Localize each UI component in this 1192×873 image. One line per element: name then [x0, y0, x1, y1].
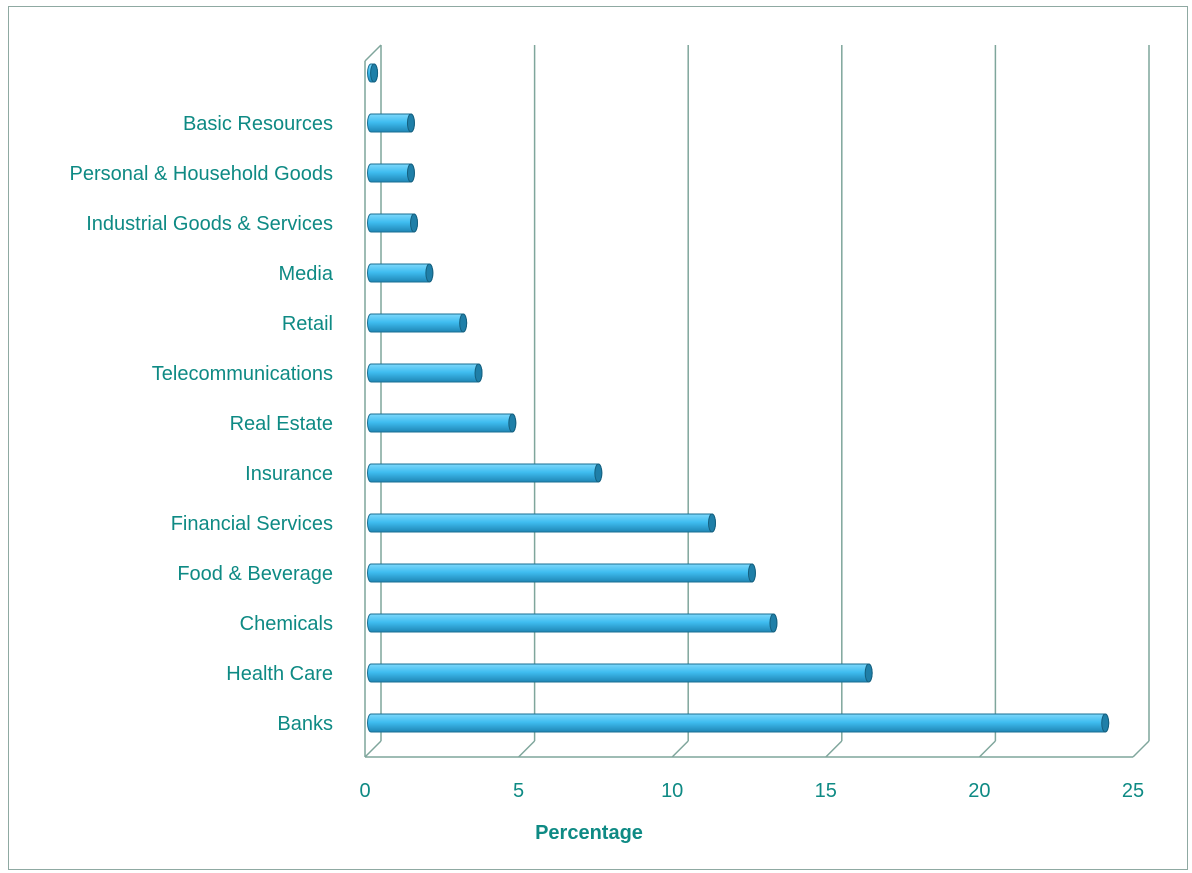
bar-body: [367, 563, 756, 583]
category-label: Food & Beverage: [177, 563, 333, 585]
bar-cap: [594, 463, 603, 483]
bar-body: [367, 313, 468, 333]
bar: [367, 263, 434, 283]
bar-cap: [406, 113, 415, 133]
x-tick-label: 15: [815, 780, 837, 802]
bar: [367, 163, 415, 183]
category-label: Telecommunications: [152, 363, 333, 385]
bar-cap: [406, 163, 415, 183]
bar-body: [367, 613, 778, 633]
category-label: Financial Services: [171, 513, 333, 535]
bar: [367, 413, 517, 433]
bar-cap: [707, 513, 716, 533]
bar-cap: [1101, 713, 1110, 733]
bar: [367, 363, 483, 383]
bar-body: [367, 263, 434, 283]
x-tick-label: 10: [661, 780, 683, 802]
category-label: Real Estate: [230, 413, 333, 435]
side-wall-top-edge: [364, 44, 382, 62]
floor-gridline: [671, 740, 689, 758]
category-label: Insurance: [245, 463, 333, 485]
bar-body: [367, 213, 419, 233]
bar-cap: [508, 413, 517, 433]
x-axis-title: Percentage: [535, 822, 643, 844]
bar-body: [367, 413, 517, 433]
bar-body: [367, 713, 1110, 733]
category-label: Chemicals: [240, 613, 333, 635]
bar-cap: [425, 263, 434, 283]
category-label: Health Care: [226, 663, 333, 685]
bar-cap: [410, 213, 419, 233]
floor-gridline: [518, 740, 536, 758]
category-label: Retail: [282, 313, 333, 335]
bar-cap: [370, 63, 379, 83]
bar: [367, 313, 468, 333]
bar: [367, 713, 1110, 733]
category-label: Media: [279, 263, 334, 285]
bar-cap: [474, 363, 483, 383]
x-tick-label: 25: [1122, 780, 1144, 802]
category-label: Banks: [277, 713, 333, 735]
bar: [367, 663, 873, 683]
x-tick-label: 20: [968, 780, 990, 802]
bar: [367, 213, 419, 233]
bar-body: [367, 513, 716, 533]
bar: [367, 63, 379, 83]
floor-gridline: [1132, 740, 1150, 758]
category-label: Basic Resources: [183, 113, 333, 135]
x-tick-label: 5: [513, 780, 524, 802]
category-label: Personal & Household Goods: [70, 163, 334, 185]
bar: [367, 613, 778, 633]
x-tick-labels: 0 5 10 15 20 25: [359, 780, 1144, 802]
floor-gridline: [978, 740, 996, 758]
bars-layer: [367, 63, 1110, 733]
x-tick-label: 0: [359, 780, 370, 802]
category-label: Industrial Goods & Services: [86, 213, 333, 235]
bar-cap: [864, 663, 873, 683]
bar-body: [367, 363, 483, 383]
bar: [367, 563, 756, 583]
bar: [367, 513, 716, 533]
bar-cap: [769, 613, 778, 633]
floor-gridline: [825, 740, 843, 758]
grid-layer: [364, 44, 1150, 758]
bar-cap: [747, 563, 756, 583]
bar: [367, 113, 415, 133]
chart-frame: Basic Resources Personal & Household Good…: [8, 6, 1188, 870]
bar-chart: Basic Resources Personal & Household Good…: [70, 44, 1150, 844]
bar-body: [367, 663, 873, 683]
floor-gridline: [364, 740, 382, 758]
bar: [367, 463, 603, 483]
category-labels: Basic Resources Personal & Household Good…: [70, 113, 334, 735]
bar-cap: [459, 313, 468, 333]
bar-body: [367, 463, 603, 483]
